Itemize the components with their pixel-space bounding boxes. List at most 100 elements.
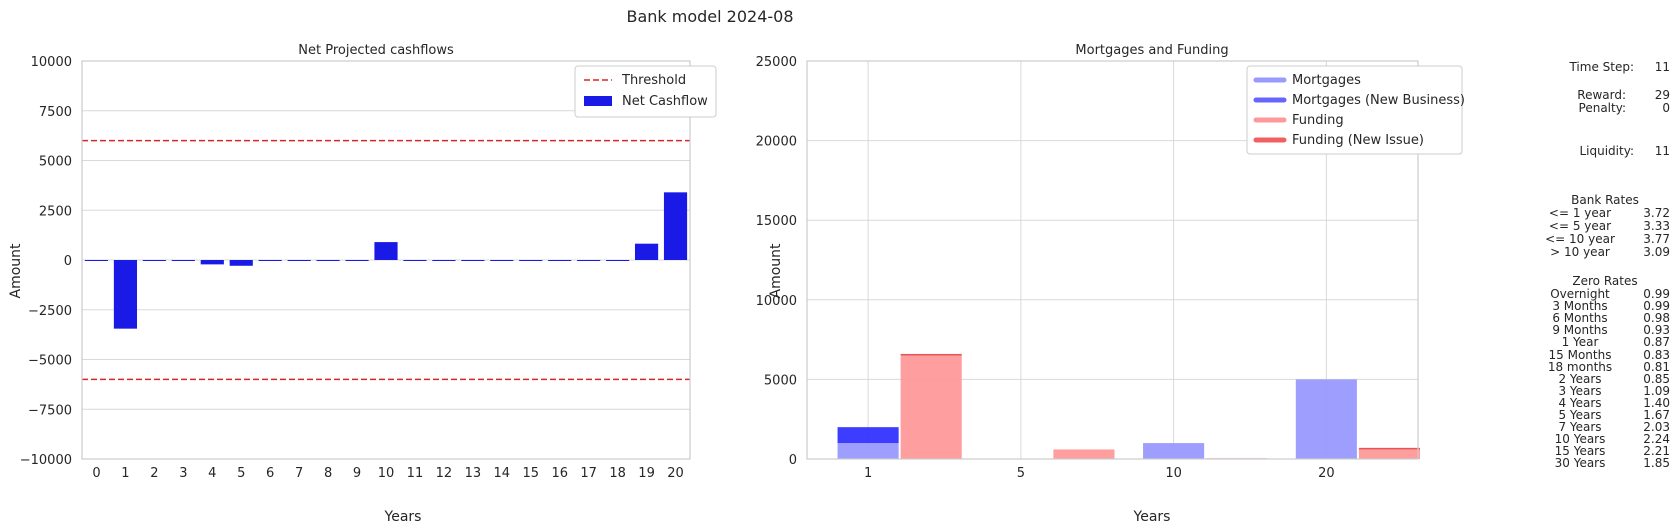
bank-rate-value: 3.33 — [1643, 219, 1670, 233]
chart1-x-tick-label: 17 — [580, 466, 597, 481]
net-cashflow-bar — [634, 243, 659, 260]
chart1-x-tick-label: 1 — [121, 466, 129, 481]
zero-rate-value: 0.87 — [1643, 335, 1670, 350]
chart2-y-tick-label: 20000 — [756, 135, 797, 150]
bank-rate-row: <= 10 year 3.77 — [1540, 232, 1670, 246]
chart1-thresholds — [82, 139, 690, 381]
bank-rate-value: 3.72 — [1643, 206, 1670, 220]
liquidity-value: 11 — [1654, 144, 1670, 158]
net-cashflow-legend-label: Net Cashflow — [622, 94, 708, 109]
net-cashflow-bar — [577, 260, 601, 261]
penalty-value: 0 — [1662, 101, 1670, 115]
zero-rate-label: 3 Years — [1558, 383, 1602, 398]
zero-rate-row: 4 Years 1.40 — [1540, 396, 1670, 410]
chart2-legend-box — [1246, 65, 1463, 155]
zero-rate-label: 2 Years — [1558, 371, 1602, 386]
chart1-y-tick-label: −5000 — [28, 354, 72, 369]
net-cashflow-bar — [287, 260, 311, 261]
chart1-x-tick-label: 10 — [378, 466, 395, 481]
zero-rate-row: 15 Years 2.21 — [1540, 444, 1670, 458]
zero-rate-label: 9 Months — [1552, 323, 1608, 338]
chart1-x-tick-label: 2 — [150, 466, 158, 481]
zero-rate-label: 15 Months — [1548, 347, 1612, 362]
chart1-x-tick-label: 12 — [436, 466, 453, 481]
threshold-legend-label: Threshold — [621, 73, 686, 88]
net-cashflow-bar — [171, 260, 195, 261]
zero-rate-row: 3 Years 1.09 — [1540, 383, 1670, 398]
zero-rate-row: 7 Years 2.03 — [1540, 420, 1670, 435]
chart1-xlabel: Years — [384, 509, 422, 525]
net-cashflow-bar — [606, 260, 630, 261]
chart1-legend: Threshold Net Cashflow — [574, 65, 717, 118]
chart2-y-ticks: 25000 20000 15000 10000 5000 0 — [756, 55, 797, 468]
funding-bar — [1053, 449, 1115, 459]
chart1-x-tick-label: 4 — [208, 466, 216, 481]
mortgages-legend-label: Mortgages — [1292, 73, 1361, 88]
chart1-x-tick-label: 20 — [667, 466, 684, 481]
time-step-value: 11 — [1654, 60, 1670, 74]
penalty-label: Penalty: — [1578, 101, 1626, 115]
chart2-y-tick-label: 10000 — [756, 294, 797, 309]
chart1-y-tick-label: 2500 — [39, 204, 72, 219]
zero-rate-row: 2 Years 0.85 — [1540, 371, 1670, 386]
net-cashflow-bar — [84, 260, 109, 261]
net-cashflow-bar — [519, 260, 543, 261]
chart2-x-ticks: 1 5 10 20 — [864, 466, 1335, 481]
chart1-x-tick-label: 11 — [407, 466, 424, 481]
bank-rate-value: 3.09 — [1643, 245, 1670, 259]
chart2-xlabel: Years — [1133, 509, 1171, 525]
zero-rate-value: 1.09 — [1643, 383, 1670, 398]
zero-rate-row: 18 months 0.81 — [1540, 359, 1670, 374]
chart1-y-tick-label: 10000 — [31, 55, 72, 70]
chart2-bars — [837, 353, 1420, 460]
info-panel: Time Step: 11 Reward: 29 Penalty: 0 Liqu… — [1540, 0, 1670, 531]
zero-rate-value: 1.85 — [1643, 456, 1670, 471]
chart1-y-tick-label: −7500 — [28, 403, 72, 418]
zero-rate-value: 0.99 — [1643, 299, 1670, 314]
chart1-x-tick-label: 19 — [638, 466, 655, 481]
bank-rate-label: <= 1 year — [1548, 206, 1612, 220]
chart1-x-tick-label: 18 — [609, 466, 626, 481]
chart1-x-tick-label: 9 — [353, 466, 361, 481]
bank-rate-label: <= 10 year — [1545, 232, 1615, 246]
zero-rate-value: 0.85 — [1643, 371, 1670, 386]
zero-rate-row: 9 Months 0.93 — [1540, 323, 1670, 338]
bank-rate-row: > 10 year 3.09 — [1540, 245, 1670, 259]
funding-bar — [900, 355, 962, 459]
net-cashflow-bar — [345, 260, 369, 261]
chart2-x-tick-label: 10 — [1165, 466, 1182, 481]
chart1-x-tick-label: 16 — [551, 466, 568, 481]
chart1-bars — [84, 192, 688, 329]
bank-rates-title: Bank Rates — [1571, 193, 1639, 207]
chart2-y-tick-label: 0 — [789, 453, 797, 468]
chart1-y-tick-label: −2500 — [28, 304, 72, 319]
chart1-y-tick-label: 7500 — [39, 105, 72, 120]
net-cashflow-bar — [200, 260, 224, 265]
liquidity-label: Liquidity: — [1579, 144, 1634, 158]
bank-rate-row: <= 5 year 3.33 — [1540, 219, 1670, 233]
net-cashflow-bar — [229, 260, 253, 266]
zero-rate-label: 1 Year — [1561, 335, 1599, 350]
chart2-y-tick-label: 25000 — [756, 55, 797, 70]
zero-rate-label: 18 months — [1547, 359, 1613, 374]
zero-rate-label: 6 Months — [1552, 311, 1608, 326]
zero-rate-value: 2.03 — [1643, 420, 1670, 435]
chart2-x-tick-label: 20 — [1318, 466, 1335, 481]
mortgage-new-bar — [837, 427, 899, 444]
chart1-x-tick-label: 13 — [465, 466, 482, 481]
zero-rate-row: 10 Years 2.24 — [1540, 432, 1670, 446]
zero-rate-label: 30 Years — [1554, 456, 1606, 471]
reward-value: 29 — [1654, 88, 1670, 102]
time-step-label: Time Step: — [1569, 60, 1634, 74]
zero-rate-label: 7 Years — [1558, 420, 1602, 435]
chart1-y-tick-label: 0 — [64, 254, 72, 269]
bank-rate-value: 3.77 — [1643, 232, 1670, 246]
mortgages-funding-chart: Mortgages and Funding 250002000015000100… — [756, 43, 1465, 525]
net-cashflow-bar — [432, 260, 456, 261]
chart2-ylabel: Amount — [768, 243, 784, 299]
zero-rate-value: 0.93 — [1643, 323, 1670, 338]
zero-rate-row: Overnight 0.99 — [1540, 287, 1670, 301]
chart2-y-tick-label: 5000 — [764, 373, 797, 388]
zero-rate-row: 6 Months 0.98 — [1540, 311, 1670, 326]
